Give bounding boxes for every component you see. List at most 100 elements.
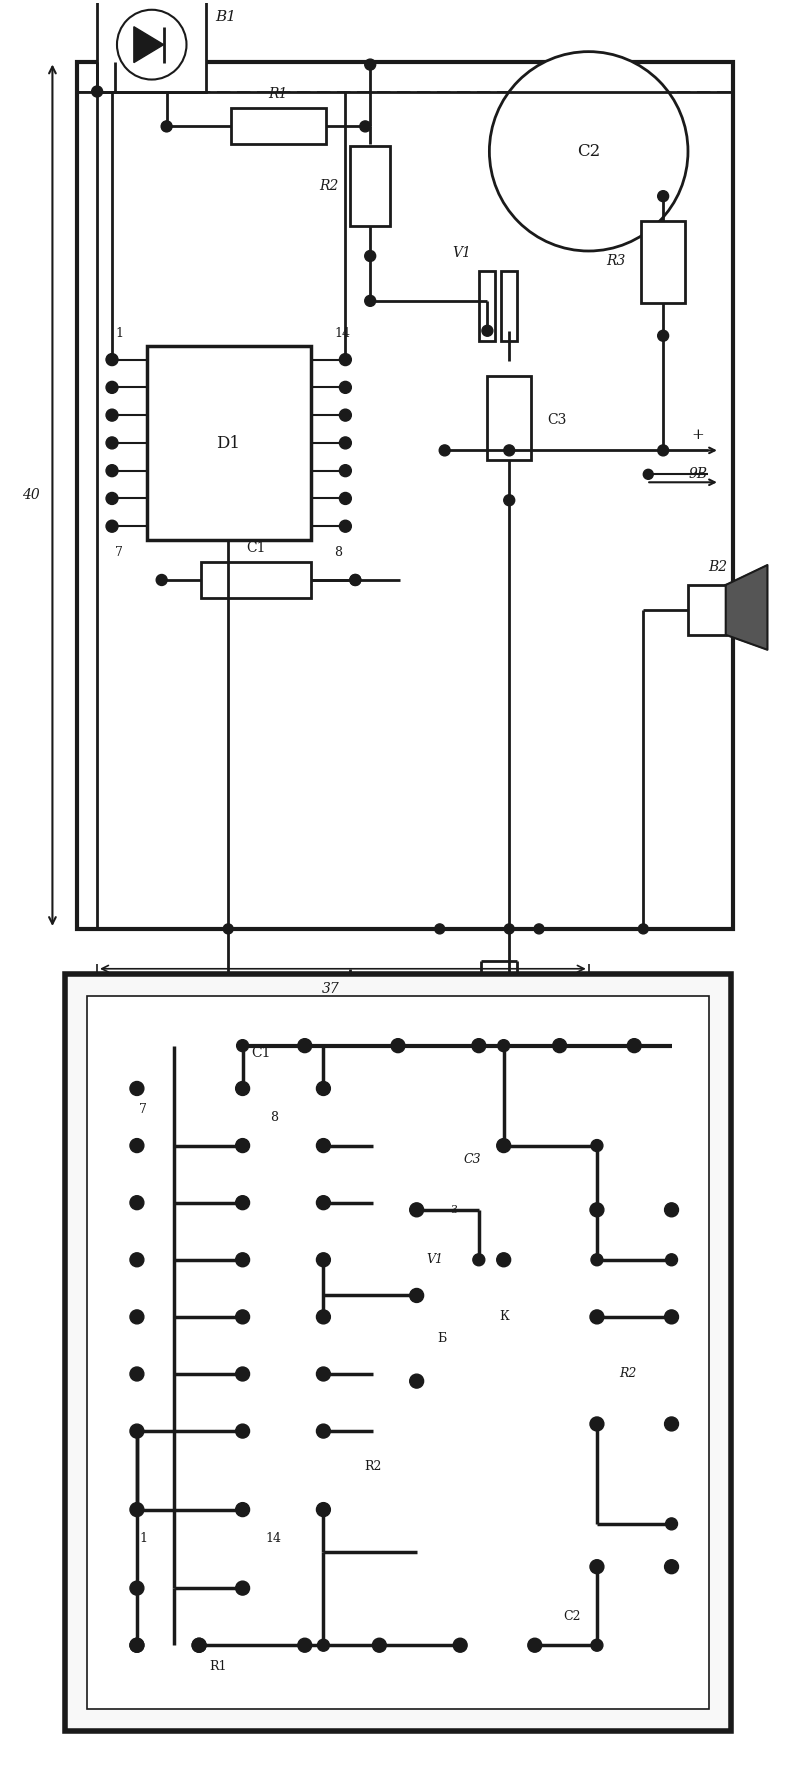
Circle shape — [316, 1367, 330, 1381]
Circle shape — [130, 1639, 144, 1653]
Circle shape — [665, 1417, 678, 1431]
Circle shape — [236, 1367, 249, 1381]
Circle shape — [504, 496, 515, 506]
Circle shape — [130, 1138, 144, 1152]
Circle shape — [498, 1140, 510, 1152]
Bar — [66, 973, 730, 1732]
Circle shape — [236, 1195, 249, 1209]
Circle shape — [591, 1140, 603, 1152]
Circle shape — [317, 1254, 329, 1267]
Text: C3: C3 — [547, 413, 566, 428]
Circle shape — [504, 445, 515, 456]
Circle shape — [130, 1195, 144, 1209]
Circle shape — [665, 1310, 678, 1324]
Circle shape — [298, 1639, 312, 1653]
Text: V1: V1 — [452, 247, 471, 259]
Circle shape — [317, 1503, 329, 1515]
Text: 14: 14 — [266, 1531, 282, 1544]
Polygon shape — [134, 27, 164, 63]
Circle shape — [236, 1503, 249, 1517]
Circle shape — [658, 331, 669, 342]
Bar — [350, 147, 390, 225]
Bar — [479, 270, 495, 340]
Text: C2: C2 — [563, 1610, 581, 1623]
Circle shape — [317, 1140, 329, 1152]
Bar — [487, 376, 531, 460]
Circle shape — [454, 1639, 466, 1651]
Text: R2: R2 — [619, 1367, 637, 1381]
Circle shape — [350, 574, 361, 585]
Circle shape — [340, 521, 352, 531]
Text: 1: 1 — [115, 327, 123, 340]
Bar — [78, 61, 733, 928]
Circle shape — [161, 122, 172, 132]
Text: 1: 1 — [139, 1531, 147, 1544]
Circle shape — [106, 521, 118, 531]
Bar — [642, 222, 685, 302]
Text: C2: C2 — [577, 143, 600, 159]
Circle shape — [106, 437, 118, 449]
Text: 8: 8 — [270, 1111, 278, 1123]
Circle shape — [237, 1140, 248, 1152]
Circle shape — [489, 52, 688, 250]
Circle shape — [106, 465, 118, 476]
Circle shape — [391, 1039, 405, 1052]
Circle shape — [237, 1039, 248, 1052]
Circle shape — [472, 1039, 486, 1052]
Text: C3: C3 — [463, 1154, 482, 1166]
Circle shape — [666, 1517, 678, 1530]
Circle shape — [373, 1639, 385, 1651]
Circle shape — [223, 923, 233, 934]
Circle shape — [497, 1138, 511, 1152]
Circle shape — [411, 1204, 423, 1217]
Circle shape — [316, 1252, 330, 1267]
Text: 7: 7 — [115, 546, 123, 558]
Circle shape — [130, 1252, 144, 1267]
Circle shape — [410, 1202, 423, 1217]
Circle shape — [161, 122, 172, 131]
Circle shape — [658, 445, 669, 456]
Circle shape — [317, 1197, 329, 1209]
Text: 7: 7 — [139, 1104, 147, 1116]
Circle shape — [237, 1426, 248, 1437]
Text: C1: C1 — [246, 540, 266, 555]
Text: R2: R2 — [319, 179, 338, 193]
Text: Б: Б — [437, 1331, 446, 1345]
Bar — [87, 996, 709, 1710]
Circle shape — [340, 410, 352, 420]
Circle shape — [666, 1254, 678, 1267]
Circle shape — [591, 1639, 603, 1651]
Circle shape — [317, 1082, 329, 1095]
Text: 8: 8 — [335, 546, 343, 558]
Text: R3: R3 — [606, 254, 625, 268]
Circle shape — [528, 1639, 542, 1653]
Circle shape — [372, 1639, 386, 1653]
Text: 37: 37 — [322, 982, 340, 996]
Circle shape — [411, 1290, 423, 1301]
Circle shape — [317, 1369, 329, 1379]
Bar — [688, 585, 725, 635]
Circle shape — [130, 1503, 144, 1517]
Bar — [201, 562, 311, 598]
Circle shape — [591, 1254, 603, 1267]
Text: B1: B1 — [216, 9, 237, 23]
Circle shape — [130, 1424, 144, 1438]
Circle shape — [156, 574, 167, 585]
Circle shape — [316, 1138, 330, 1152]
Circle shape — [130, 1581, 144, 1596]
Bar — [501, 270, 517, 340]
Circle shape — [236, 1581, 249, 1596]
Circle shape — [237, 1503, 248, 1515]
Circle shape — [364, 59, 376, 70]
Text: C1: C1 — [252, 1047, 271, 1059]
Circle shape — [106, 410, 118, 420]
Circle shape — [317, 1639, 329, 1651]
Circle shape — [298, 1039, 312, 1052]
Circle shape — [236, 1310, 249, 1324]
Text: R1: R1 — [209, 1660, 226, 1673]
Text: 40: 40 — [22, 488, 39, 503]
Circle shape — [666, 1311, 678, 1322]
Circle shape — [316, 1503, 330, 1517]
Text: B2: B2 — [708, 560, 727, 574]
Circle shape — [665, 1560, 678, 1574]
